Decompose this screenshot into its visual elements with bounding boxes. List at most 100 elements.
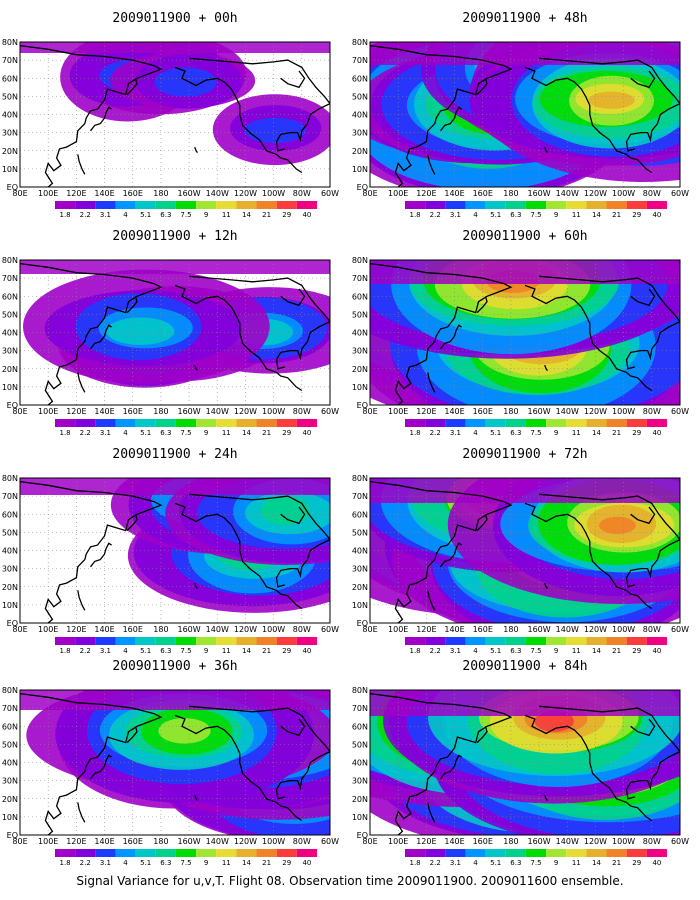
colorbar-swatch (405, 637, 426, 645)
x-tick-label: 60W (671, 407, 689, 416)
colorbar-label: 11 (572, 211, 581, 219)
y-tick-label: 60N (352, 74, 368, 83)
map-frame (19, 41, 331, 188)
colorbar-swatch (425, 637, 446, 645)
x-tick-label: 180 (503, 407, 518, 416)
y-tick-label: 30N (2, 347, 18, 356)
colorbar-swatch (465, 201, 486, 209)
contour-fill (588, 91, 635, 109)
colorbar-swatch (445, 419, 466, 427)
y-tick-label: 80N (352, 38, 368, 47)
y-tick-label: 40N (352, 759, 368, 768)
x-tick-label: 80W (643, 837, 661, 846)
colorbar-swatch (425, 201, 446, 209)
y-tick-label: 50N (2, 310, 18, 319)
colorbar-swatch (236, 201, 257, 209)
colorbar-label: 1.8 (60, 859, 71, 867)
colorbar-swatch (525, 419, 547, 427)
coastlines (370, 690, 680, 835)
colorbar-swatch (525, 201, 547, 209)
colorbar-swatch (465, 849, 486, 857)
colorbar-swatch (505, 201, 526, 209)
colorbar-swatch (296, 849, 317, 857)
variance-field (370, 42, 680, 187)
colorbar-swatch (155, 419, 176, 427)
colorbar-label: 11 (222, 211, 231, 219)
x-tick-label: 180 (153, 837, 168, 846)
panel-title: 2009011900 + 60h (462, 229, 587, 244)
y-tick-label: 80N (352, 686, 368, 695)
x-tick-label: 140E (94, 189, 114, 198)
x-tick-label: 140E (444, 189, 464, 198)
colorbar-swatch (175, 637, 197, 645)
colorbar-label: 7.5 (180, 429, 191, 437)
coastlines (370, 478, 680, 623)
colorbar-swatch (606, 201, 627, 209)
map-grid (370, 478, 680, 623)
colorbar-label: 4 (123, 429, 128, 437)
colorbar-swatch (646, 637, 667, 645)
variance-field (370, 690, 680, 835)
y-tick-label: 40N (352, 329, 368, 338)
colorbar: 1.8 2.2 3.1 4 5.1 6.3 7.5 9 11 14 21 29 40 (55, 849, 317, 867)
y-tick-label: 70N (352, 274, 368, 283)
colorbar-label: 9 (204, 211, 208, 219)
x-tick-label: 100E (388, 837, 408, 846)
colorbar-swatch (55, 419, 76, 427)
y-tick-label: 60N (352, 722, 368, 731)
colorbar-swatch (525, 637, 547, 645)
colorbar-label: 11 (222, 647, 231, 655)
y-tick-label: 60N (2, 74, 18, 83)
colorbar-label: 40 (652, 859, 661, 867)
colorbar-label: 7.5 (530, 429, 541, 437)
x-tick-label: 140W (556, 407, 579, 416)
colorbar-swatch (505, 419, 526, 427)
colorbar-swatch (546, 419, 567, 427)
colorbar-label: 40 (652, 429, 661, 437)
colorbar-swatch (236, 419, 257, 427)
x-tick-label: 100W (262, 837, 285, 846)
colorbar-swatch (155, 201, 176, 209)
x-tick-label: 180 (153, 625, 168, 634)
x-tick-label: 100E (388, 189, 408, 198)
x-tick-label: 160E (123, 837, 143, 846)
x-tick-label: 60W (321, 625, 339, 634)
colorbar-swatch (525, 849, 547, 857)
colorbar-swatch (135, 201, 156, 209)
colorbar-swatch (236, 637, 257, 645)
panel-title: 2009011900 + 24h (112, 447, 237, 462)
arctic-band (370, 478, 680, 503)
colorbar: 1.8 2.2 3.1 4 5.1 6.3 7.5 9 11 14 21 29 40 (55, 637, 317, 655)
colorbar-swatch (445, 201, 466, 209)
colorbar-swatch (566, 419, 587, 427)
y-tick-label: 40N (2, 111, 18, 120)
colorbar-swatch (276, 201, 297, 209)
colorbar-label: 40 (652, 647, 661, 655)
colorbar-label: 3.1 (100, 647, 111, 655)
colorbar-label: 5.1 (490, 429, 501, 437)
x-tick-label: 100W (612, 189, 635, 198)
colorbar-swatch (175, 201, 197, 209)
colorbar-label: 6.3 (160, 859, 171, 867)
colorbar-label: 3.1 (100, 859, 111, 867)
x-tick-label: 100E (388, 407, 408, 416)
y-tick-label: EQ (357, 619, 368, 628)
x-tick-label: 100W (612, 407, 635, 416)
colorbar-swatch (135, 637, 156, 645)
colorbar-label: 4 (473, 429, 478, 437)
colorbar-swatch (95, 637, 116, 645)
colorbar-label: 29 (282, 429, 291, 437)
figure-caption: Signal Variance for u,v,T. Flight 08. Ob… (76, 874, 623, 888)
colorbar-swatch (276, 849, 297, 857)
colorbar-label: 6.3 (510, 211, 521, 219)
colorbar-label: 29 (282, 859, 291, 867)
colorbar-label: 21 (262, 647, 271, 655)
map-frame (369, 41, 681, 188)
colorbar-label: 21 (612, 647, 621, 655)
x-tick-label: 120E (416, 407, 436, 416)
y-tick-label: 10N (2, 165, 18, 174)
colorbar-swatch (586, 849, 607, 857)
colorbar-label: 1.8 (60, 211, 71, 219)
colorbar: 1.8 2.2 3.1 4 5.1 6.3 7.5 9 11 14 21 29 40 (55, 419, 317, 437)
y-tick-label: 10N (352, 165, 368, 174)
